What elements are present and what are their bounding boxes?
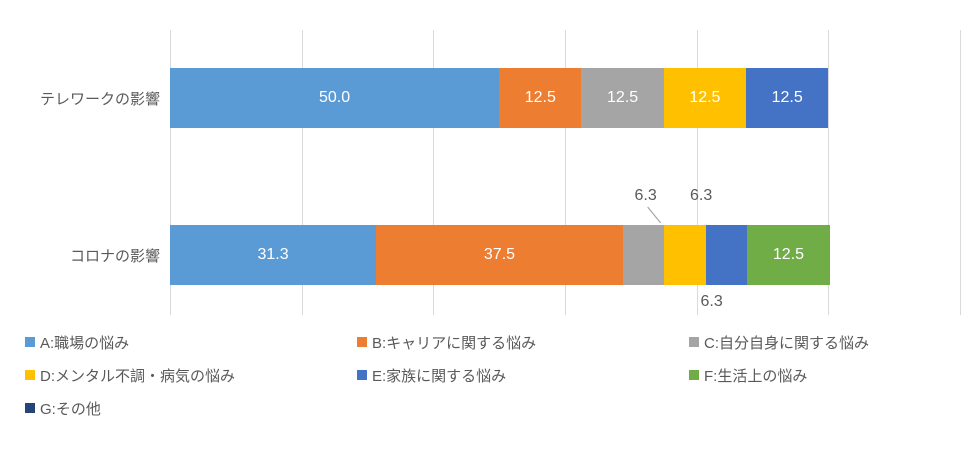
bar-segment: 50.0 [170, 68, 500, 128]
legend-marker-icon [689, 370, 699, 380]
bar-segment: 12.5 [581, 68, 664, 128]
legend-label: C:自分自身に関する悩み [704, 334, 870, 352]
category-label: コロナの影響 [69, 247, 160, 265]
legend-item: E:家族に関する悩み [357, 365, 689, 385]
data-label-outside: 6.3 [690, 187, 713, 204]
data-label: 12.5 [689, 89, 721, 106]
data-label-outside: 6.3 [700, 293, 723, 310]
legend-label: F:生活上の悩み [704, 367, 808, 385]
bar-segment [622, 225, 665, 285]
legend-item: A:職場の悩み [25, 332, 357, 352]
bar-segment: 12.5 [499, 68, 582, 128]
legend-label: G:その他 [40, 400, 101, 418]
legend-item: B:キャリアに関する悩み [357, 332, 689, 352]
legend-label: B:キャリアに関する悩み [372, 334, 537, 352]
legend-label: D:メンタル不調・病気の悩み [40, 367, 236, 385]
data-label: 12.5 [771, 89, 803, 106]
gridline [302, 30, 303, 315]
bar-segment [705, 225, 748, 285]
category-axis: テレワークの影響コロナの影響 [0, 30, 160, 315]
data-label: 12.5 [607, 89, 639, 106]
bar-segment: 12.5 [746, 68, 829, 128]
legend-item: F:生活上の悩み [689, 365, 970, 385]
data-label: 12.5 [524, 89, 556, 106]
legend-marker-icon [689, 337, 699, 347]
legend-marker-icon [357, 337, 367, 347]
data-label: 12.5 [772, 246, 805, 263]
category-label: テレワークの影響 [39, 90, 160, 108]
data-label: 31.3 [257, 246, 289, 263]
legend-label: E:家族に関する悩み [372, 367, 507, 385]
legend: A:職場の悩み B:キャリアに関する悩み C:自分自身に関する悩み D:メンタル不調・… [25, 332, 970, 418]
legend-item: G:その他 [25, 398, 357, 418]
legend-label: A:職場の悩み [40, 334, 130, 352]
legend-marker-icon [357, 370, 367, 380]
legend-marker-icon [25, 370, 35, 380]
gridline [170, 30, 171, 315]
data-label: 37.5 [483, 246, 516, 263]
legend-marker-icon [25, 403, 35, 413]
legend-item: D:メンタル不調・病気の悩み [25, 365, 357, 385]
bar-segment [664, 225, 706, 285]
bar-segment: 12.5 [663, 68, 747, 128]
gridline [565, 30, 566, 315]
legend-marker-icon [25, 337, 35, 347]
plot-area: 50.0 12.5 12.5 12.5 12.5 31.3 37.5 6.3 6.3 6.3 12.… [170, 30, 961, 315]
legend-item: C:自分自身に関する悩み [689, 332, 970, 352]
gridline [697, 30, 698, 315]
data-label-outside: 6.3 [634, 187, 657, 204]
bar-segment: 12.5 [747, 225, 830, 285]
bar-segment: 37.5 [376, 225, 623, 285]
data-label: 50.0 [319, 89, 351, 106]
gridline [828, 30, 829, 315]
gridline [433, 30, 434, 315]
bar-segment: 31.3 [170, 225, 377, 285]
gridline [960, 30, 961, 315]
